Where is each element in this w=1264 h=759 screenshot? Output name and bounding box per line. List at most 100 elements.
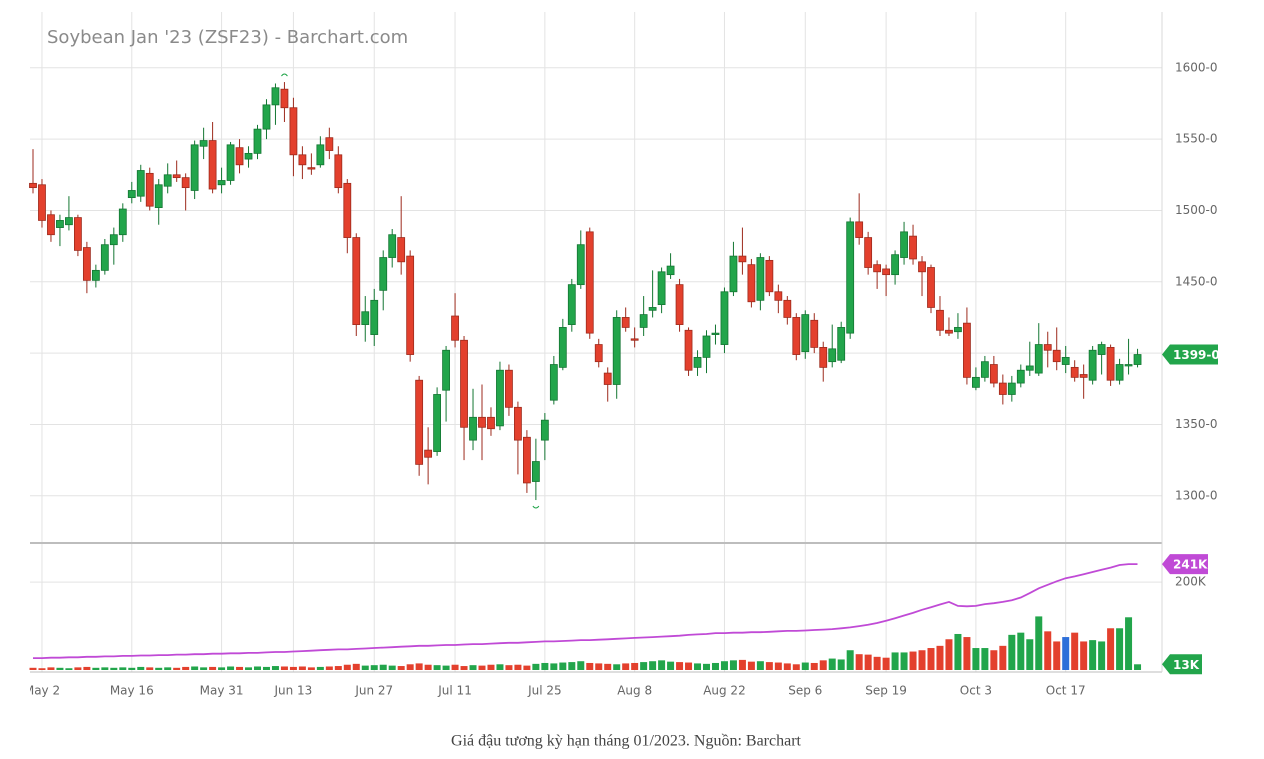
volume-bar: [469, 665, 477, 670]
candle-body: [451, 315, 459, 341]
candle-body: [558, 327, 567, 368]
candle-body: [864, 237, 873, 268]
last-price-tag: 1399-0: [1173, 348, 1220, 362]
volume-bar: [496, 664, 504, 670]
volume-bar: [388, 665, 396, 670]
candle-body: [379, 257, 388, 291]
candle-body: [1034, 344, 1043, 374]
volume-bar: [1053, 641, 1061, 670]
volume-bar: [146, 667, 154, 670]
candle-body: [47, 214, 55, 236]
volume-bar: [74, 667, 82, 670]
candle-body: [56, 220, 64, 228]
volume-bar: [1098, 641, 1106, 670]
volume-bar: [685, 662, 693, 670]
volume-bar: [65, 668, 73, 670]
x-tick-label: Aug 8: [617, 684, 652, 698]
volume-bar: [703, 663, 710, 670]
candle-body: [388, 234, 397, 258]
candle-body: [630, 338, 639, 341]
volume-bar: [325, 666, 333, 670]
candle-body: [1070, 366, 1079, 378]
volume-bar: [1080, 641, 1088, 670]
candle-body: [38, 184, 46, 221]
volume-bar: [245, 667, 253, 670]
candle-body: [801, 314, 810, 353]
candle-body: [684, 329, 693, 371]
candle-body: [1133, 354, 1142, 365]
volume-bar: [433, 665, 441, 670]
x-tick-label: Sep 6: [788, 684, 822, 698]
volume-bar: [298, 666, 306, 670]
x-tick-label: Jul 25: [527, 684, 562, 698]
volume-bar: [1089, 640, 1097, 670]
y-tick-label: 1300-0: [1175, 488, 1218, 502]
volume-bar: [613, 664, 621, 670]
candle-body: [621, 317, 630, 328]
candle-body: [190, 144, 199, 191]
x-tick-label: Sep 19: [865, 684, 907, 698]
candle-body: [819, 347, 828, 368]
volume-bar: [92, 667, 100, 670]
candle-body: [29, 182, 37, 189]
y-tick-label: 1350-0: [1175, 417, 1218, 431]
volume-bar: [406, 664, 414, 670]
candle-body: [855, 221, 864, 238]
candle-body: [531, 461, 540, 482]
volume-bar: [720, 661, 728, 670]
candle-body: [989, 364, 998, 384]
x-tick-label: Oct 3: [960, 684, 992, 698]
candle-body: [1124, 364, 1133, 367]
volume-bar: [38, 668, 46, 670]
volume-bar: [981, 648, 989, 670]
candle-body: [720, 291, 729, 345]
y-tick-label: 1450-0: [1175, 274, 1218, 288]
candle-body: [972, 376, 980, 388]
candle-body: [100, 244, 109, 271]
volume-bar: [343, 664, 351, 670]
volume-bar: [756, 661, 764, 670]
volume-bar: [694, 663, 702, 670]
candle-body: [792, 317, 801, 355]
candle-body: [846, 221, 855, 334]
candle-body: [918, 261, 926, 273]
volume-bar: [209, 666, 217, 670]
candle-body: [603, 372, 612, 385]
candle-body: [361, 311, 370, 325]
volume-bar: [550, 663, 558, 670]
volume-bar: [110, 667, 118, 670]
volume-bar: [227, 666, 235, 670]
candle-body: [1007, 382, 1016, 395]
volume-bar: [182, 666, 190, 670]
caption: Giá đậu tương kỳ hạn tháng 01/2023. Nguồ…: [451, 733, 802, 750]
candle-body: [505, 369, 513, 408]
candle-body: [567, 284, 576, 325]
chart-title: Soybean Jan '23 (ZSF23) - Barchart.com: [47, 27, 408, 48]
candle-body: [1016, 369, 1025, 384]
candle-body: [469, 416, 477, 441]
candle-body: [540, 419, 549, 441]
volume-bar: [945, 639, 953, 670]
candle-body: [235, 147, 244, 166]
volume-bar: [891, 652, 899, 670]
candle-body: [1115, 364, 1124, 381]
candle-body: [307, 167, 316, 170]
candle-body: [774, 291, 783, 301]
volume-bar: [729, 660, 737, 670]
candle-body: [316, 144, 325, 166]
volume-bar: [1107, 628, 1115, 670]
volume-bar: [460, 666, 468, 670]
volume-bar: [774, 662, 782, 670]
volume-bar: [936, 645, 944, 670]
candle-body: [909, 235, 917, 260]
candle-body: [523, 436, 531, 484]
candle-body: [370, 299, 379, 335]
candle-body: [927, 267, 935, 308]
x-tick-label: Jun 13: [273, 684, 312, 698]
candle-body: [91, 269, 100, 281]
volume-bar: [595, 663, 603, 670]
volume-bar: [397, 666, 405, 670]
volume-bar: [164, 667, 172, 670]
volume-bar: [927, 648, 935, 670]
